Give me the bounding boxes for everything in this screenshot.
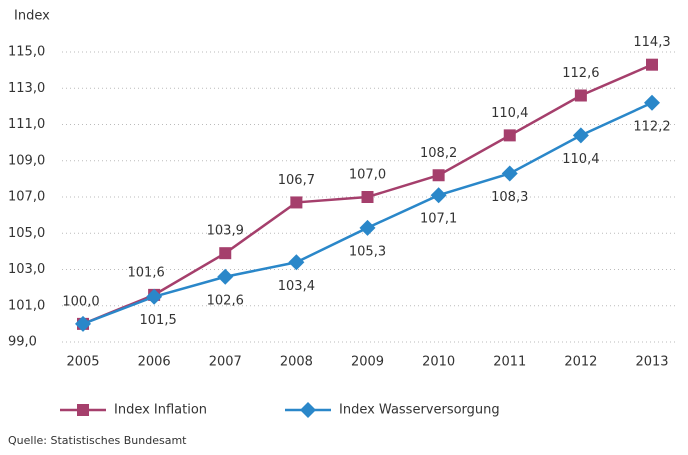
x-tick-label: 2009 (351, 355, 384, 370)
marker (501, 165, 518, 182)
data-label: 108,3 (491, 190, 528, 205)
marker (288, 254, 305, 271)
x-tick-label: 2005 (66, 355, 99, 370)
y-tick-label: 101,0 (8, 298, 45, 313)
data-label: 110,4 (562, 152, 599, 167)
marker (574, 89, 587, 102)
y-tick-label: 115,0 (8, 45, 45, 60)
x-tick-label: 2008 (280, 355, 313, 370)
x-tick-label: 2012 (564, 355, 597, 370)
data-label: 105,3 (349, 244, 386, 259)
marker (361, 191, 374, 203)
marker (217, 268, 234, 285)
marker (646, 58, 658, 71)
data-label: 102,6 (207, 293, 244, 308)
data-label: 101,6 (128, 265, 165, 280)
data-label: 107,0 (349, 168, 386, 183)
marker (432, 169, 445, 182)
y-tick-label: 111,0 (8, 117, 45, 132)
data-label: 100,0 (62, 294, 99, 309)
y-tick-label: 103,0 (8, 262, 45, 277)
x-tick-label: 2011 (493, 355, 526, 370)
y-tick-label: 107,0 (8, 190, 45, 205)
data-label: 108,2 (420, 146, 457, 161)
x-tick-label: 2010 (422, 355, 455, 370)
source: Quelle: Statistisches Bundesamt (8, 434, 187, 447)
marker (75, 315, 91, 332)
series-line (82, 101, 653, 326)
legend-marker (300, 402, 316, 418)
data-label: 106,7 (278, 173, 315, 188)
y-tick-label: 99,0 (8, 335, 37, 350)
data-label: 101,5 (140, 313, 177, 328)
marker (146, 288, 163, 305)
marker (290, 196, 303, 209)
y-tick-label: 113,0 (8, 81, 45, 96)
marker (503, 129, 516, 142)
marker (430, 187, 447, 204)
marker (572, 127, 589, 144)
x-tick-label: 2013 (635, 355, 668, 370)
y-tick-label: 105,0 (8, 226, 45, 241)
data-label: 103,4 (278, 279, 315, 294)
x-tick-label: 2007 (209, 355, 242, 370)
marker (359, 219, 376, 236)
data-label: 112,6 (562, 66, 599, 81)
data-label: 110,4 (491, 106, 528, 121)
y-axis-title: Index (14, 9, 50, 24)
data-label: 112,2 (633, 119, 670, 134)
legend-marker (77, 404, 89, 416)
legend-label: Index Inflation (114, 403, 207, 418)
data-label: 107,1 (420, 212, 457, 227)
legend-label: Index Wasserversorgung (339, 403, 500, 418)
marker (219, 247, 232, 260)
marker (644, 94, 660, 111)
x-tick-label: 2006 (138, 355, 171, 370)
y-tick-label: 109,0 (8, 153, 45, 168)
data-label: 114,3 (633, 35, 670, 50)
data-label: 103,9 (207, 224, 244, 239)
